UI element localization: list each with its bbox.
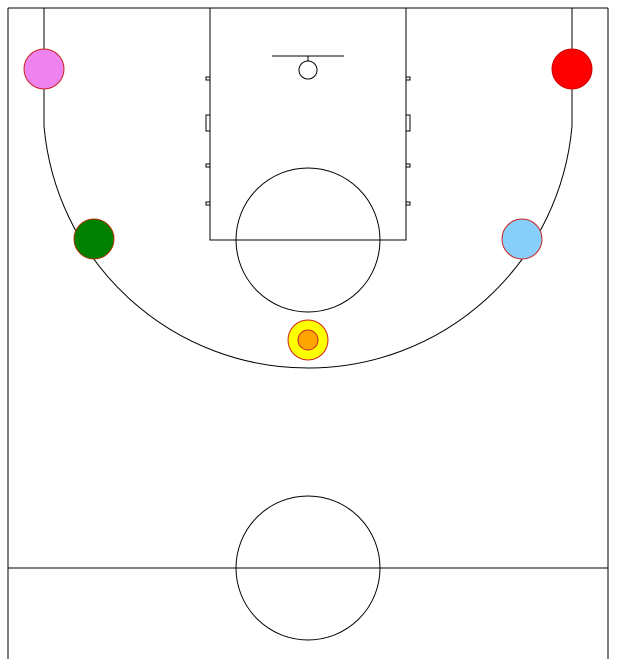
key-lane (209, 7, 407, 241)
three-point-line (43, 8, 573, 369)
lane-hash-right (405, 163, 411, 168)
lane-block-right (405, 114, 411, 132)
lane-hash-left (205, 201, 211, 206)
player-green[interactable] (73, 218, 115, 260)
player-lightblue[interactable] (501, 218, 543, 260)
lane-hash-left (205, 76, 211, 81)
lane-block-left (205, 114, 211, 132)
ball[interactable] (297, 329, 319, 351)
player-pink[interactable] (23, 48, 65, 90)
lane-hash-right (405, 76, 411, 81)
player-red[interactable] (551, 48, 593, 90)
lane-hash-right (405, 201, 411, 206)
lane-hash-left (205, 163, 211, 168)
center-circle (235, 495, 381, 641)
rim (298, 60, 318, 80)
free-throw-circle (235, 167, 381, 313)
